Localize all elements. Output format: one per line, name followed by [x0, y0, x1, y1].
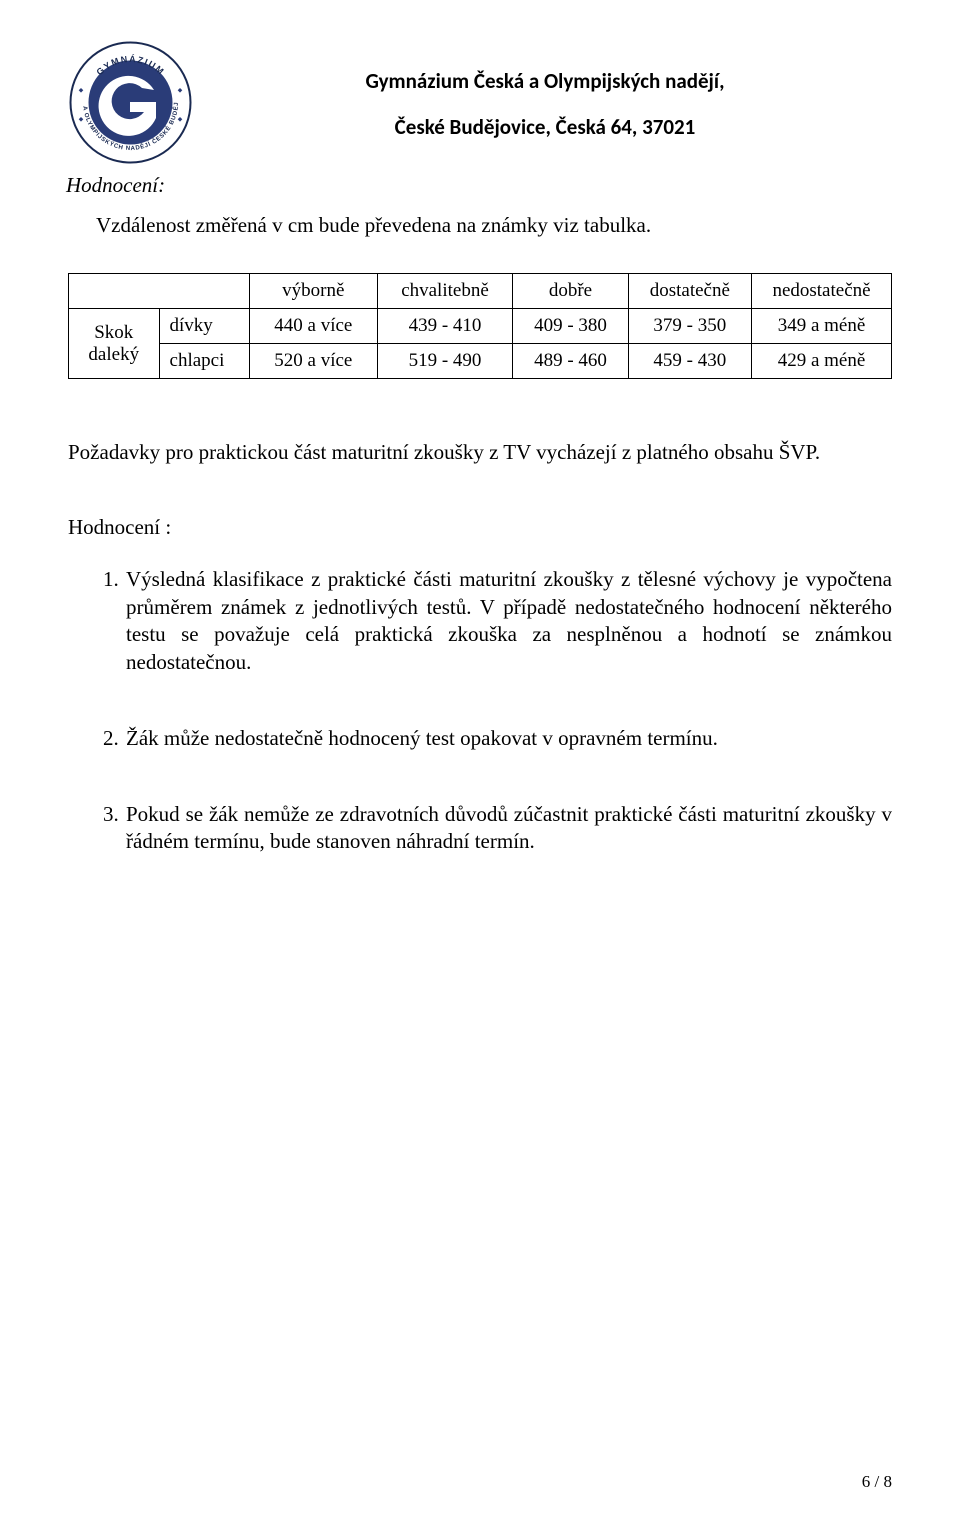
- table-cell: 409 - 380: [513, 309, 628, 344]
- col-header: výborně: [250, 274, 378, 309]
- intro-text: Vzdálenost změřená v cm bude převedena n…: [96, 212, 892, 239]
- evaluation-heading: Hodnocení :: [68, 515, 892, 540]
- logo-container: GYMNÁZIUM ČESKÁ A OLYMPIJSKÝCH NADĚJÍ ČE…: [68, 40, 198, 165]
- table-cell: 439 - 410: [377, 309, 513, 344]
- grades-table: výborně chvalitebně dobře dostatečně ned…: [68, 273, 892, 379]
- list-item: Výsledná klasifikace z praktické části m…: [124, 566, 892, 677]
- row-label: chlapci: [159, 344, 250, 379]
- list-item: Žák může nedostatečně hodnocený test opa…: [124, 725, 892, 753]
- table-row: Skok daleký dívky 440 a více 439 - 410 4…: [69, 309, 892, 344]
- list-item: Pokud se žák nemůže ze zdravotních důvod…: [124, 801, 892, 856]
- row-group-header: Skok daleký: [69, 309, 160, 379]
- table-cell: 429 a méně: [752, 344, 892, 379]
- col-header: dobře: [513, 274, 628, 309]
- document-page: GYMNÁZIUM ČESKÁ A OLYMPIJSKÝCH NADĚJÍ ČE…: [0, 0, 960, 1526]
- requirements-paragraph: Požadavky pro praktickou část maturitní …: [68, 439, 892, 467]
- col-header: nedostatečně: [752, 274, 892, 309]
- school-title: Gymnázium Česká a Olympijských nadějí, Č…: [198, 68, 892, 140]
- table-row: chlapci 520 a více 519 - 490 489 - 460 4…: [69, 344, 892, 379]
- table-cell: 489 - 460: [513, 344, 628, 379]
- table-cell: 349 a méně: [752, 309, 892, 344]
- table-corner-cell: [69, 274, 250, 309]
- table-cell: 520 a více: [250, 344, 378, 379]
- school-title-line2: České Budějovice, Česká 64, 37021: [198, 114, 892, 140]
- page-number: 6 / 8: [862, 1472, 892, 1492]
- row-label: dívky: [159, 309, 250, 344]
- section-label: Hodnocení:: [66, 173, 892, 198]
- col-header: dostatečně: [628, 274, 751, 309]
- col-header: chvalitebně: [377, 274, 513, 309]
- school-title-line1: Gymnázium Česká a Olympijských nadějí,: [198, 68, 892, 94]
- table-cell: 459 - 430: [628, 344, 751, 379]
- page-header: GYMNÁZIUM ČESKÁ A OLYMPIJSKÝCH NADĚJÍ ČE…: [68, 40, 892, 165]
- school-logo-icon: GYMNÁZIUM ČESKÁ A OLYMPIJSKÝCH NADĚJÍ ČE…: [68, 40, 193, 165]
- rules-list: Výsledná klasifikace z praktické části m…: [68, 566, 892, 856]
- table-cell: 440 a více: [250, 309, 378, 344]
- table-header-row: výborně chvalitebně dobře dostatečně ned…: [69, 274, 892, 309]
- table-cell: 519 - 490: [377, 344, 513, 379]
- table-cell: 379 - 350: [628, 309, 751, 344]
